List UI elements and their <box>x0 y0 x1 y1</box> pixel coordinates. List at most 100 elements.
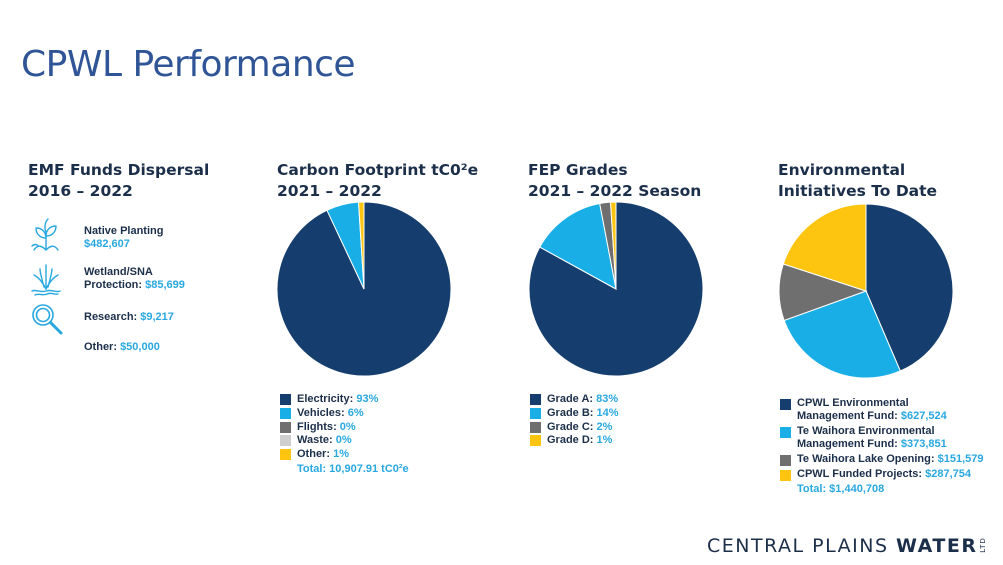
env-total: Total: $1,440,708 <box>797 483 885 495</box>
legend-swatch <box>530 421 541 433</box>
legend-value: 93% <box>356 393 379 405</box>
env-title-line1: Environmental <box>778 161 906 179</box>
legend-value: $373,851 <box>900 438 947 450</box>
env-title: Environmental Initiatives To Date <box>778 160 978 202</box>
legend-item-waste: Waste: 0% <box>280 434 409 447</box>
logo-text-bold: WATER <box>896 535 978 557</box>
carbon-legend: Electricity: 93% Vehicles: 6% Flights: 0… <box>280 393 409 477</box>
emf-research-label: Research: <box>84 311 138 323</box>
legend-label: Waste <box>297 434 329 447</box>
legend-value: $151,579 <box>937 453 984 465</box>
legend-label: Grade B <box>547 406 590 419</box>
legend-value: 1% <box>333 448 349 461</box>
legend-label: Te Waihora Environmental Management Fund… <box>797 425 935 450</box>
carbon-panel: Carbon Footprint tC0²e 2021 – 2022 <box>277 160 479 202</box>
legend-label: Grade C <box>547 420 590 433</box>
legend-swatch <box>780 470 791 481</box>
pie-slice-grade-d <box>610 201 617 290</box>
fep-title-line1: FEP Grades <box>528 161 628 179</box>
legend-value: 0% <box>335 434 352 447</box>
pie-slice-cpwl-environmental-management-fund <box>865 203 954 372</box>
carbon-total: Total: 10,907.91 tC0²e <box>297 462 409 475</box>
emf-research-amount: $9,217 <box>140 311 174 323</box>
logo-ltd: LTD <box>979 536 988 553</box>
emf-item-research: Research: $9,217 <box>28 300 174 336</box>
legend-swatch <box>780 455 791 466</box>
legend-item-grade-a: Grade A: 83% <box>530 393 619 406</box>
legend-item-grade-c: Grade C: 2% <box>530 421 619 434</box>
carbon-title: Carbon Footprint tC0²e 2021 – 2022 <box>277 160 479 202</box>
legend-label: CPWL Environmental Management Fund: <box>797 397 909 422</box>
legend-value: 83% <box>596 393 619 405</box>
fep-title: FEP Grades 2021 – 2022 Season <box>528 160 728 202</box>
carbon-title-line2: 2021 – 2022 <box>277 182 382 200</box>
emf-other-label: Other: <box>84 341 117 353</box>
legend-value: 6% <box>347 406 364 419</box>
carbon-title-line1: Carbon Footprint tC0²e <box>277 161 479 179</box>
legend-swatch <box>530 394 541 405</box>
emf-wetland-label2: Protection: <box>84 279 143 291</box>
magnifier-icon <box>32 304 63 335</box>
pie-slice-cpwl-funded-projects <box>782 203 867 292</box>
fep-pie-chart <box>528 201 704 377</box>
legend-item-other: Other: 1% <box>280 448 409 461</box>
legend-item-grade-d: Grade D: 1% <box>530 434 619 447</box>
env-title-line2: Initiatives To Date <box>778 182 938 200</box>
pie-slice-te-waihora-environmental-management-fund <box>783 290 901 379</box>
legend-label: Grade A <box>547 393 590 405</box>
central-plains-water-logo: CENTRAL PLAINS WATER LTD <box>707 535 991 557</box>
emf-wetland-amount: $85,699 <box>145 279 185 291</box>
legend-item-lake-opening: Te Waihora Lake Opening: $151,579 <box>780 453 987 466</box>
legend-label: Grade D <box>547 434 590 447</box>
emf-other-text: Other: $50,000 <box>84 341 234 354</box>
legend-item-funded-projects: CPWL Funded Projects: $287,754 <box>780 468 987 481</box>
wetland-icon <box>31 264 61 296</box>
legend-swatch <box>280 421 291 433</box>
legend-label: Flights <box>297 420 334 433</box>
legend-item-electricity: Electricity: 93% <box>280 393 409 406</box>
legend-value: 1% <box>596 434 613 447</box>
pie-slice-grade-b <box>539 202 617 290</box>
emf-panel: EMF Funds Dispersal 2016 – 2022 Native P… <box>28 160 228 353</box>
legend-item-te-waihora-emf: Te Waihora Environmental Management Fund… <box>780 425 987 451</box>
emf-title-line2: 2016 – 2022 <box>28 182 133 200</box>
legend-value: 0% <box>339 420 356 433</box>
pie-slice-other <box>358 201 365 290</box>
legend-label: Vehicles <box>297 406 342 419</box>
emf-title-line1: EMF Funds Dispersal <box>28 161 210 179</box>
legend-swatch <box>780 427 791 438</box>
env-panel: Environmental Initiatives To Date <box>778 160 978 202</box>
emf-wetland-label: Wetland/SNA <box>84 266 153 278</box>
legend-item-grade-b: Grade B: 14% <box>530 407 619 420</box>
legend-value: $287,754 <box>925 468 972 480</box>
legend-label: CPWL Funded Projects: <box>797 468 923 480</box>
emf-wetland-text: Wetland/SNA Protection: $85,699 <box>84 266 234 292</box>
legend-swatch <box>280 407 291 419</box>
page-title: CPWL Performance <box>21 44 356 85</box>
legend-label: Other <box>297 448 327 461</box>
legend-value: $627,524 <box>900 410 947 422</box>
carbon-pie-chart <box>276 201 452 377</box>
emf-item-wetland: Wetland/SNA Protection: $85,699 <box>28 261 185 297</box>
legend-swatch <box>530 435 541 447</box>
fep-legend: Grade A: 83% Grade B: 14% Grade C: 2% Gr… <box>530 393 619 448</box>
env-legend: CPWL Environmental Management Fund: $627… <box>780 397 987 496</box>
legend-item-cpwl-emf: CPWL Environmental Management Fund: $627… <box>780 397 987 423</box>
legend-item-vehicles: Vehicles: 6% <box>280 407 409 420</box>
legend-swatch <box>780 399 791 410</box>
legend-value: 14% <box>596 406 619 419</box>
fep-title-line2: 2021 – 2022 Season <box>528 182 702 200</box>
legend-swatch <box>530 407 541 419</box>
legend-item-flights: Flights: 0% <box>280 421 409 434</box>
legend-swatch <box>280 394 291 405</box>
emf-research-text: Research: $9,217 <box>84 311 234 324</box>
emf-native-planting-text: Native Planting $482,607 <box>84 225 234 251</box>
legend-swatch <box>280 435 291 447</box>
legend-label: Te Waihora Lake Opening: <box>797 453 935 465</box>
legend-value: 2% <box>596 420 613 433</box>
emf-other-amount: $50,000 <box>120 341 160 353</box>
legend-label: Electricity <box>297 393 350 405</box>
env-pie-chart <box>778 203 954 379</box>
emf-title: EMF Funds Dispersal 2016 – 2022 <box>28 160 228 202</box>
plant-icon <box>31 218 59 251</box>
